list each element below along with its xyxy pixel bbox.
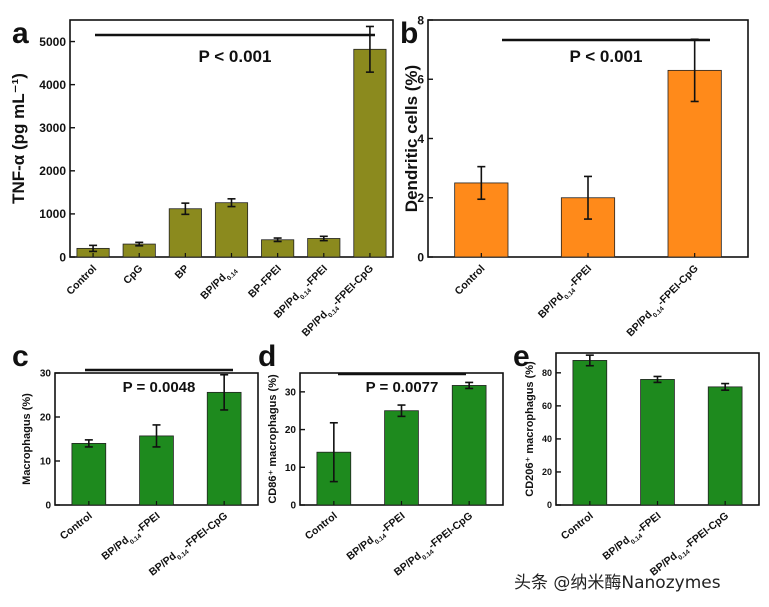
y-axis-label: CD206⁺ macrophagus (%) [524,361,536,497]
y-axis-label: Macrophagus (%) [21,393,33,485]
y-tick-label: 0 [45,501,51,512]
category-label: BP/Pd0.14 [198,262,239,303]
y-axis-label: TNF-α (pg mL⁻¹) [9,73,28,204]
y-axis-label: Dendritic cells (%) [402,65,421,212]
panel-letter: b [400,17,418,50]
y-tick-label: 0 [417,250,424,264]
y-tick-label: 20 [542,467,552,477]
bar [353,48,387,258]
bar [572,360,608,506]
category-label: BP/Pd0.14-FPEI-CpG [624,263,702,341]
y-tick-label: 0 [290,501,296,512]
category-label: Control [58,510,95,542]
p-value-label: P = 0.0048 [123,379,196,396]
y-tick-label: 20 [285,425,297,436]
y-tick-label: 3000 [39,121,66,135]
bar [451,385,487,506]
category-label: BP [173,263,192,282]
y-tick-label: 4000 [39,78,66,92]
watermark: 头条 @纳米酶Nanozymes [514,573,721,593]
panel-d: d 0 10 20 30 CD86⁺ macrophagus (%) ControlBP/P… [258,340,504,579]
bar [206,391,242,506]
panel-letter: c [12,340,29,373]
p-value-label: P < 0.001 [199,47,272,66]
y-tick-label: 0 [59,250,66,264]
category-label: BP/Pd0.14-FPEI [600,510,664,565]
category-label: BP/Pd0.14-FPEI [344,510,408,565]
panel-a: a 0 1000 2000 3000 4000 5000 TNF-α (pg mL⁻¹) Con… [9,17,394,339]
y-tick-label: 80 [542,368,552,378]
p-value-label: P < 0.001 [570,47,643,66]
bar [214,202,249,258]
category-label: CpG [121,263,145,287]
bar [707,386,743,506]
y-tick-label: 2 [417,191,424,205]
category-label: BP/Pd0.14-FPEI [99,510,163,565]
y-tick-label: 20 [40,413,52,424]
bar [71,442,107,506]
bar [384,410,419,506]
y-tick-label: 10 [40,457,52,468]
y-tick-label: 1000 [39,207,66,221]
category-label: Control [559,510,596,542]
panel-letter: e [513,340,530,373]
p-value-label: P = 0.0077 [366,379,439,396]
panel-letter: d [258,340,276,373]
y-tick-label: 0 [547,500,552,510]
y-tick-label: 30 [285,387,297,398]
category-label: BP-FPEI [246,263,284,301]
category-label: Control [453,263,488,298]
bar [168,208,202,258]
y-tick-label: 2000 [39,164,66,178]
y-tick-label: 60 [542,401,552,411]
y-tick-label: 40 [542,434,552,444]
panel-b: b 0 2 4 6 8 Dendritic cells (%) Control BP/Pd0.1… [400,13,749,341]
y-tick-label: 5000 [39,35,66,49]
panel-c: c 0 10 20 30 Macrophagus (%) ControlBP/Pd0.14-… [12,340,259,579]
panel-letter: a [12,17,29,50]
bar [640,379,675,506]
category-label: Control [64,263,99,298]
y-tick-label: 10 [285,463,297,474]
category-label: Control [303,510,340,542]
y-tick-label: 6 [417,73,424,87]
y-tick-label: 8 [417,13,424,27]
y-axis-label: CD86⁺ macrophagus (%) [267,374,279,504]
y-tick-label: 4 [417,132,424,146]
panel-e: e 0 20 40 60 80 CD206⁺ macrophagus (%) ControlB… [513,340,760,579]
y-tick-label: 30 [40,369,52,380]
category-label: BP/Pd0.14-FPEI [536,263,596,323]
